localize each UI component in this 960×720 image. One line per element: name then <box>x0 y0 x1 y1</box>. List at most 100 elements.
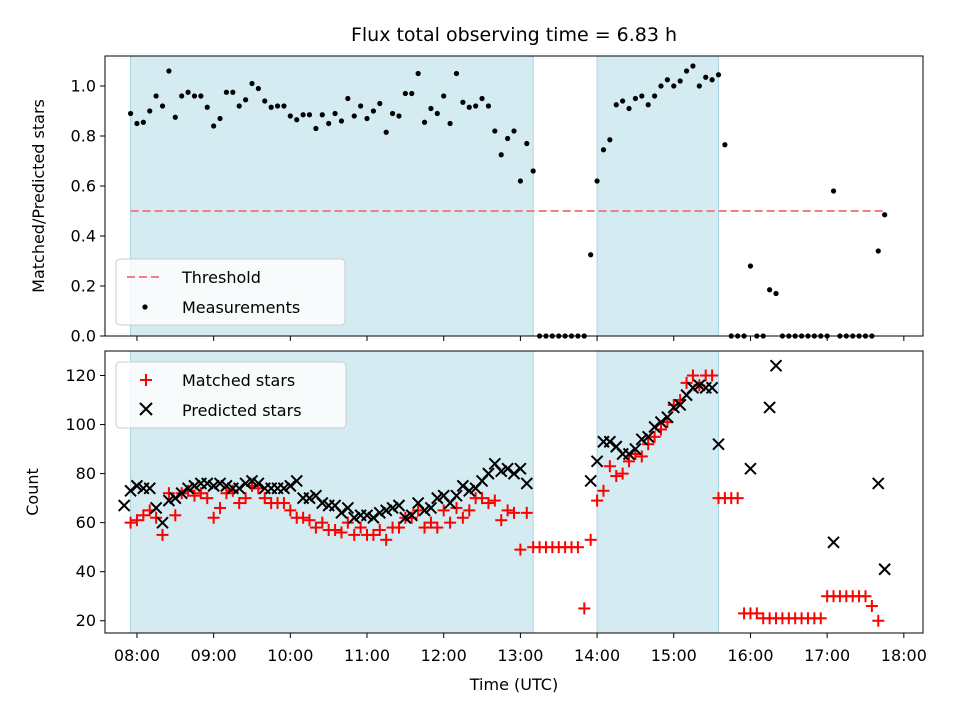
predicted-star-point <box>872 477 885 490</box>
count-panel: 20 40 60 80 100 120 08:00 09:00 10:00 11:00 12:00… <box>23 350 927 694</box>
measurement-point <box>626 105 632 112</box>
measurement-point <box>294 117 300 123</box>
matched-star-point <box>872 614 885 627</box>
measurements-legend-label: Measurements <box>182 298 300 317</box>
matched-star-point <box>233 497 246 510</box>
matched-star-point <box>309 521 322 534</box>
matched-star-point <box>514 543 527 556</box>
measurement-point <box>191 93 198 99</box>
measurements-legend-swatch <box>142 304 148 310</box>
x-tick-label: 09:00 <box>191 646 237 665</box>
matched-star-point <box>623 455 636 468</box>
x-tick-label: 08:00 <box>114 646 160 665</box>
measurement-point <box>268 104 274 110</box>
measurement-point <box>198 93 204 99</box>
matched-star-point <box>412 504 425 517</box>
measurement-point <box>773 290 779 297</box>
predicted-star-point <box>207 479 220 493</box>
measurement-point <box>882 212 888 218</box>
matched-star-point <box>354 521 367 534</box>
measurement-point <box>677 78 683 84</box>
matched-star-point <box>648 430 661 443</box>
predicted-star-point <box>239 477 252 490</box>
predicted-star-point <box>635 433 649 446</box>
measurement-point <box>389 110 396 117</box>
matched-legend-label: Matched stars <box>182 371 295 390</box>
measurement-point <box>594 178 600 184</box>
matched-star-point <box>207 511 220 524</box>
measurement-point <box>466 104 472 110</box>
matched-star-point <box>578 602 591 615</box>
measurement-point <box>332 110 338 117</box>
measurement-point <box>383 129 389 135</box>
shaded-interval-2 <box>596 55 719 337</box>
ratio-x-ticks <box>136 336 905 341</box>
matched-star-point <box>405 511 418 524</box>
count-legend-box <box>115 361 347 429</box>
predicted-star-point <box>520 477 533 490</box>
measurement-point <box>402 90 408 97</box>
predicted-star-point <box>373 506 387 520</box>
measurement-point <box>747 263 754 269</box>
measurement-point <box>479 95 485 102</box>
measurement-point <box>600 147 607 153</box>
matched-star-point <box>584 533 597 546</box>
matched-star-point <box>335 526 348 539</box>
measurement-point <box>345 95 351 102</box>
predicted-star-point <box>392 499 406 512</box>
ratio-plot-frame <box>104 55 924 337</box>
x-tick-label: 14:00 <box>574 646 620 665</box>
x-tick-label: 12:00 <box>421 646 467 665</box>
measurement-point <box>159 103 166 109</box>
measurement-point <box>262 98 268 104</box>
measurement-point <box>166 68 172 74</box>
predicted-legend-swatch <box>139 402 153 416</box>
matched-star-point <box>380 533 393 546</box>
measurement-point <box>473 103 479 109</box>
measurement-point <box>658 83 664 89</box>
predicted-star-point <box>501 462 514 475</box>
matched-star-point <box>814 612 827 625</box>
measurement-point <box>274 103 281 109</box>
matched-star-point <box>373 524 386 537</box>
matched-star-point <box>201 492 214 505</box>
count-y-tick-label: 40 <box>76 562 96 581</box>
matched-star-point <box>424 516 437 529</box>
predicted-star-point <box>431 491 444 505</box>
measurement-point <box>351 113 357 119</box>
predicted-star-point <box>763 401 776 414</box>
predicted-star-point <box>156 516 169 529</box>
x-axis-label: Time (UTC) <box>469 675 558 694</box>
measurement-point <box>242 97 249 103</box>
matched-star-point <box>277 497 290 510</box>
predicted-star-point <box>386 501 399 515</box>
measurement-point <box>364 115 370 122</box>
measurement-point <box>671 83 677 89</box>
matched-star-point <box>392 521 405 534</box>
predicted-star-point <box>175 487 188 500</box>
predicted-star-point <box>303 491 316 505</box>
ratio-y-tick-label: 0.8 <box>71 127 96 146</box>
predicted-star-point <box>290 474 303 488</box>
matched-star-point <box>418 521 431 534</box>
matched-star-point <box>450 501 463 514</box>
predicted-star-point <box>181 482 195 495</box>
matched-star-point <box>437 504 450 517</box>
predicted-star-point <box>693 379 706 392</box>
measurement-point <box>703 74 709 80</box>
matched-star-point <box>156 528 169 541</box>
ratio-y-ticks: 0.0 0.2 0.4 0.6 0.8 1.0 <box>71 77 105 346</box>
predicted-star-point <box>712 437 725 451</box>
matched-star-point <box>603 460 616 473</box>
matched-star-point <box>194 487 207 500</box>
predicted-star-point <box>367 511 380 524</box>
matched-star-point <box>258 492 271 505</box>
measurement-point <box>428 105 434 112</box>
predicted-star-point <box>124 484 137 497</box>
measurement-point <box>690 63 696 69</box>
predicted-star-point <box>603 435 617 448</box>
measurement-point <box>127 110 134 117</box>
measurement-point <box>722 142 728 148</box>
measurement-point <box>588 252 594 258</box>
shaded-interval-2 <box>596 350 719 634</box>
